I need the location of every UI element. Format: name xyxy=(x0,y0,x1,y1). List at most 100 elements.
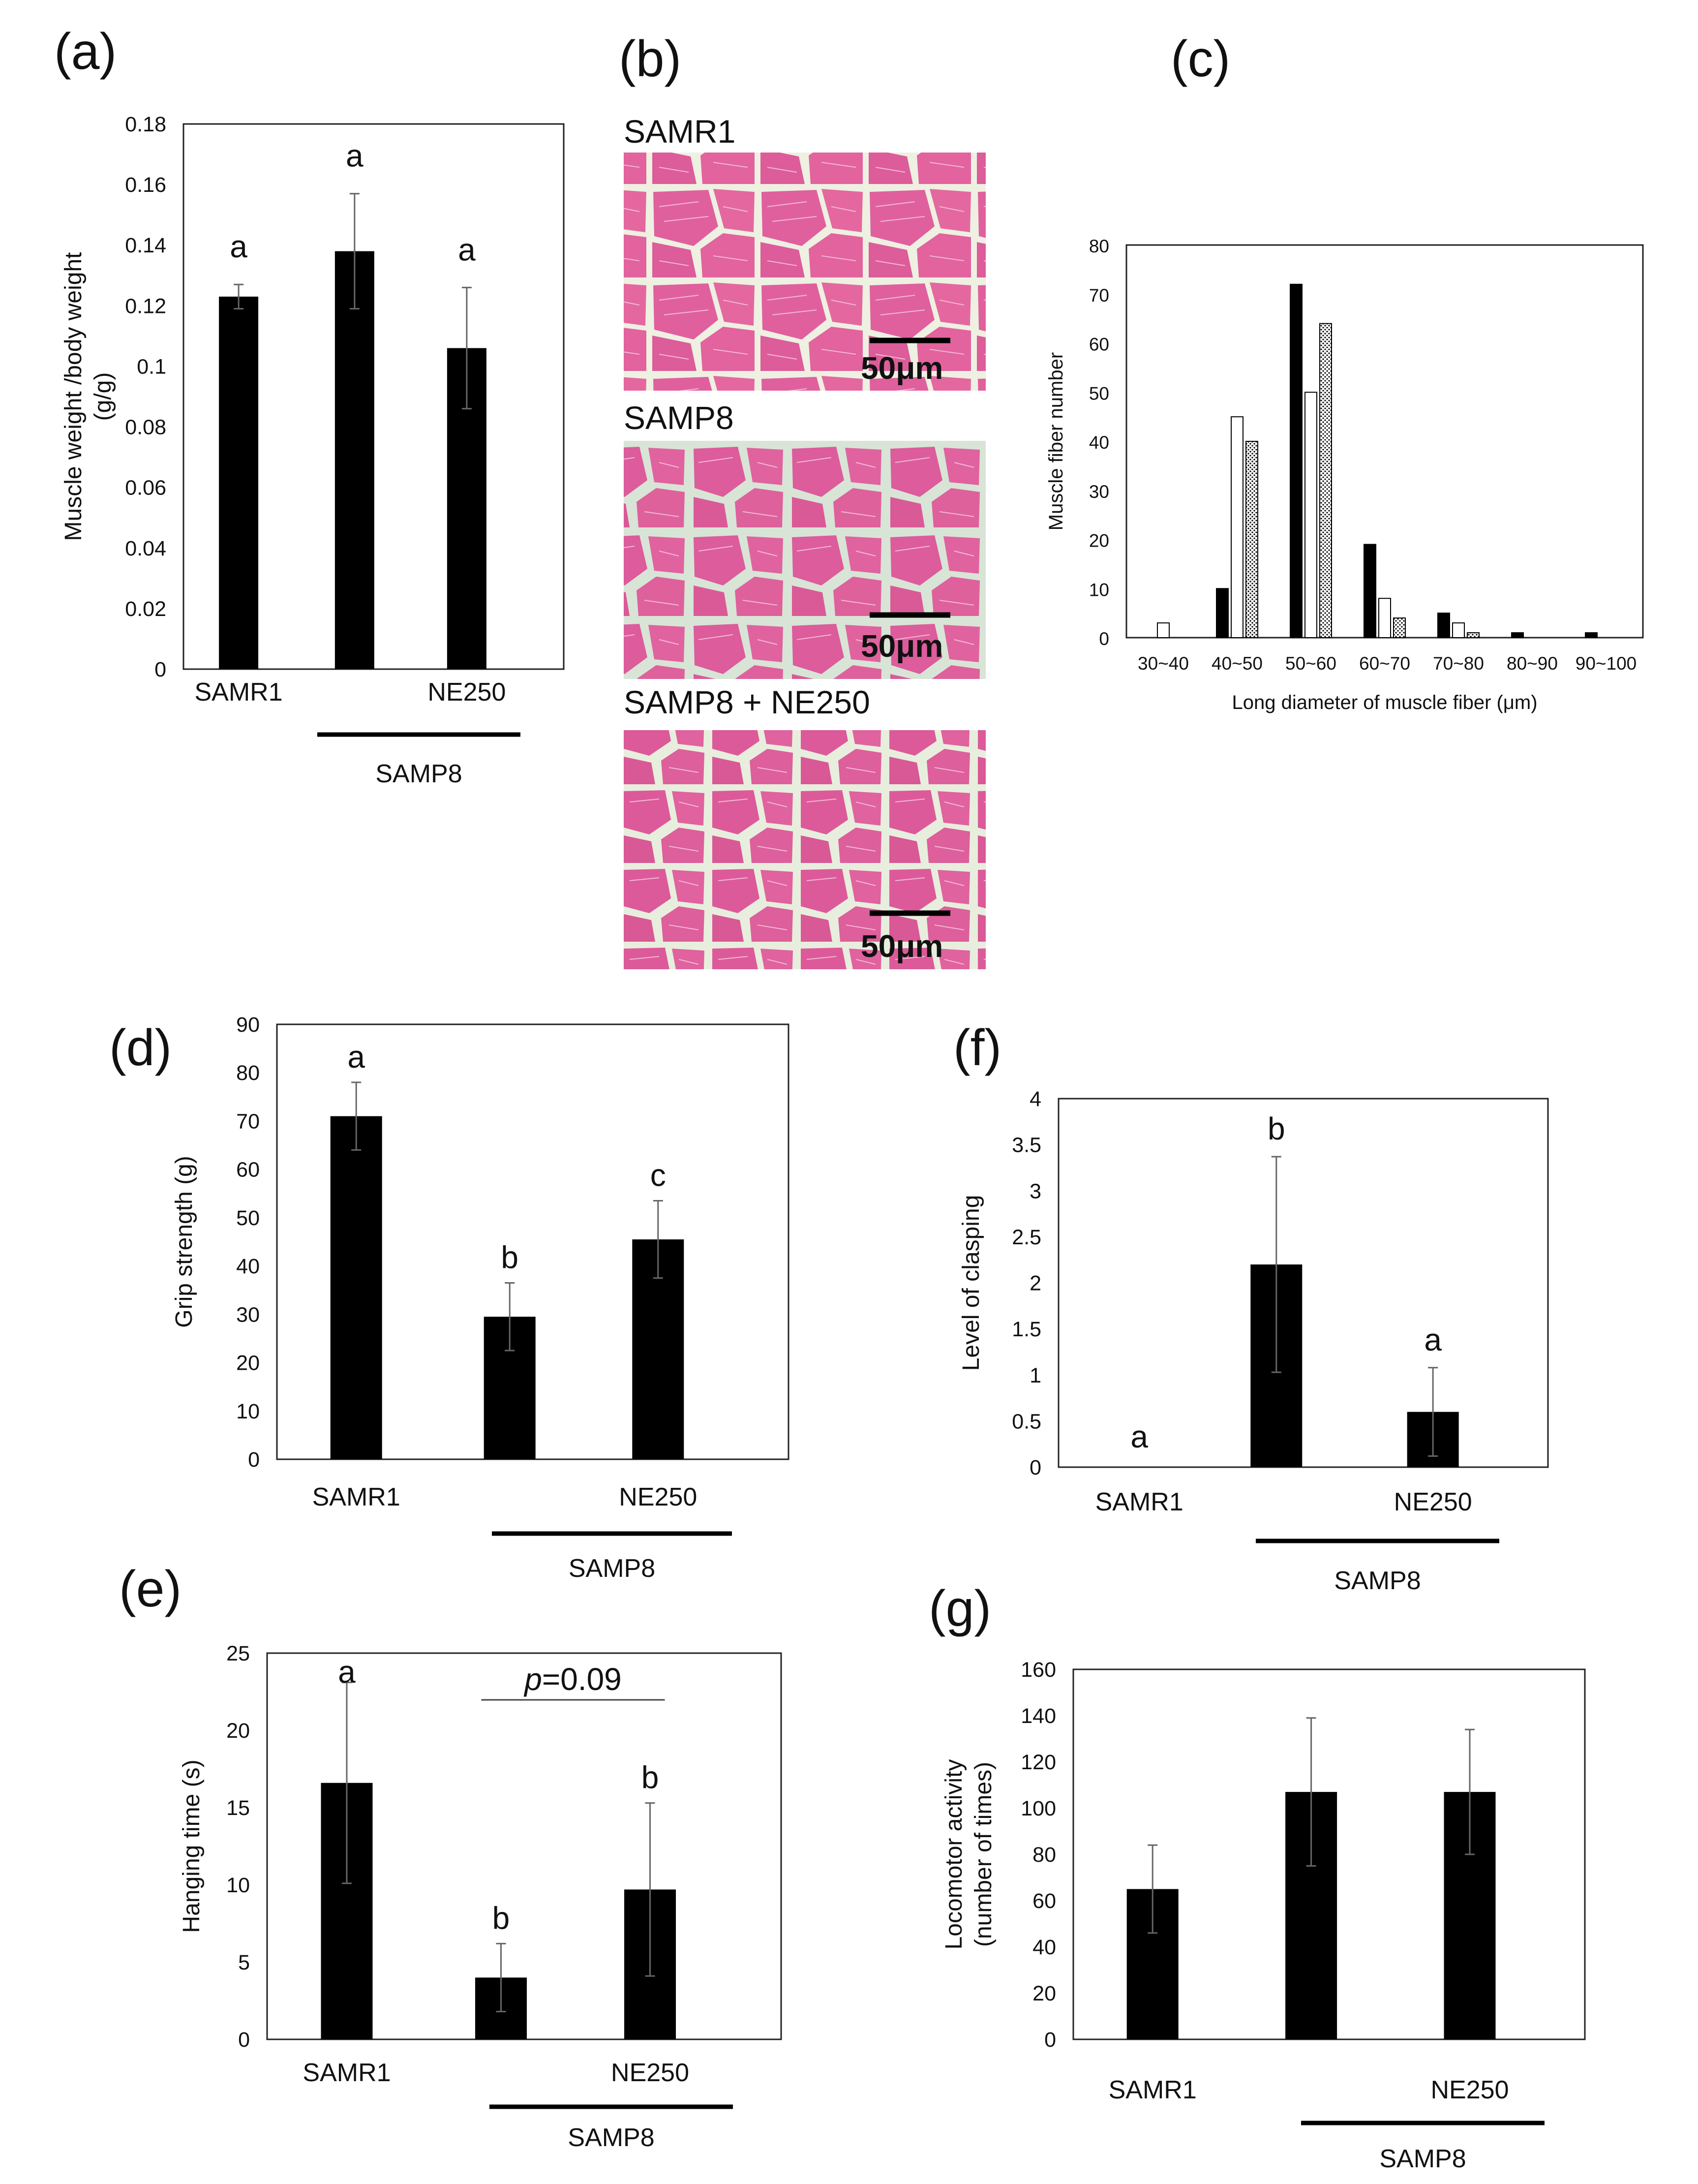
micrograph-label-samr1: SAMR1 xyxy=(624,113,735,150)
significance-letter: b xyxy=(641,1760,659,1795)
y-tick-label: 0 xyxy=(248,1448,260,1472)
significance-letter: a xyxy=(338,1654,356,1690)
bar-c-solid-4 xyxy=(1437,613,1450,638)
bar-c-dotted-3 xyxy=(1393,617,1406,638)
y-tick-label: 10 xyxy=(236,1400,260,1423)
y-tick-label: 20 xyxy=(236,1352,260,1375)
y-tick-label: 20 xyxy=(1089,531,1109,551)
y-tick-label: 10 xyxy=(1089,580,1109,600)
bar-c-dotted-2 xyxy=(1319,323,1332,638)
chart-c: 0 10 20 30 40 50 60 70 80 30~40 40~50 50~60 60~70 70~… xyxy=(1045,236,1644,713)
bar-c-solid-3 xyxy=(1364,544,1376,638)
significance-letter: c xyxy=(650,1158,666,1193)
chart-e: 0 5 10 15 20 25 a SAMR1 b b NE250 SAMP8 Hanging time… xyxy=(179,1642,782,2152)
significance-letter: a xyxy=(458,232,476,267)
group-label: SAMP8 xyxy=(568,2123,654,2152)
category-label: SAMR1 xyxy=(312,1483,400,1511)
y-tick-label: 2 xyxy=(1030,1272,1041,1295)
y-tick-label: 20 xyxy=(226,1719,250,1743)
x-tick-label: 90~100 xyxy=(1576,653,1637,674)
category-label: SAMR1 xyxy=(303,2059,391,2087)
y-tick-label: 0.06 xyxy=(125,476,166,500)
y-tick-label: 4 xyxy=(1030,1087,1041,1111)
micrograph-samp8 xyxy=(624,441,986,679)
category-label: NE250 xyxy=(427,678,506,707)
bar-c-open-3 xyxy=(1378,598,1391,638)
bar-c-open-0 xyxy=(1157,622,1170,638)
y-tick-label: 140 xyxy=(1021,1704,1056,1728)
panel-label-f: (f) xyxy=(953,1019,1001,1077)
panel-label-d: (d) xyxy=(109,1019,172,1077)
y-tick-label: 1.5 xyxy=(1012,1318,1041,1341)
y-tick-label: 80 xyxy=(1032,1843,1056,1867)
category-label: NE250 xyxy=(619,1483,697,1511)
y-tick-label: 5 xyxy=(238,1951,250,1974)
significance-letter: b xyxy=(501,1239,518,1275)
chart-f: 0 0.5 1 1.5 2 2.5 3 3.5 4 a SAMR1 b a NE250 SAMP8 Level… xyxy=(958,1087,1549,1595)
y-tick-label: 60 xyxy=(1032,1889,1056,1913)
panel-label-g: (g) xyxy=(929,1580,991,1637)
category-label: NE250 xyxy=(1431,2076,1509,2104)
y-axis-label: Muscle fiber number xyxy=(1045,352,1067,530)
y-tick-label: 0 xyxy=(1099,629,1109,649)
bar-c-solid-5 xyxy=(1511,632,1524,639)
y-axis-label: Hanging time (s) xyxy=(179,1759,205,1933)
bar-c-open-4 xyxy=(1452,622,1465,638)
y-tick-label: 70 xyxy=(1089,285,1109,306)
group-label: SAMP8 xyxy=(1334,1567,1421,1595)
y-tick-label: 0.04 xyxy=(125,537,166,560)
bar-c-open-2 xyxy=(1304,392,1317,638)
y-tick-label: 80 xyxy=(236,1061,260,1085)
x-tick-label: 40~50 xyxy=(1212,653,1263,674)
category-label: NE250 xyxy=(1394,1488,1472,1516)
bar-c-solid-1 xyxy=(1216,588,1229,638)
chart-d: 0 10 20 30 40 50 60 70 80 90 a SAMR1 b c NE250 SAMP8 Gri… xyxy=(171,1013,789,1583)
category-label: SAMR1 xyxy=(195,678,283,707)
bar-c-open-1 xyxy=(1231,416,1243,638)
y-axis-label: Locomotor activity (number of times) xyxy=(941,1759,997,1950)
y-tick-label: 60 xyxy=(236,1158,260,1182)
panel-label-a: (a) xyxy=(54,23,117,80)
scale-label-samp8: 50μm xyxy=(861,628,943,664)
significance-letter: a xyxy=(230,229,247,264)
significance-letter: b xyxy=(492,1900,510,1936)
y-tick-label: 100 xyxy=(1021,1797,1056,1820)
y-tick-label: 120 xyxy=(1021,1751,1056,1774)
significance-letter: a xyxy=(347,1039,365,1075)
panel-label-b: (b) xyxy=(619,31,681,88)
y-axis-label: Level of clasping xyxy=(958,1195,984,1371)
bar-c-solid-6 xyxy=(1585,632,1598,639)
y-tick-label: 15 xyxy=(226,1796,250,1820)
y-tick-label: 0.02 xyxy=(125,597,166,621)
y-tick-label: 30 xyxy=(236,1303,260,1326)
y-tick-label: 30 xyxy=(1089,482,1109,502)
bar-a-1 xyxy=(334,251,374,669)
y-tick-label: 3 xyxy=(1030,1179,1041,1203)
y-tick-label: 3.5 xyxy=(1012,1134,1041,1157)
micrograph-samr1 xyxy=(624,153,986,391)
bar-c-solid-2 xyxy=(1290,283,1303,638)
y-tick-label: 60 xyxy=(1089,335,1109,355)
significance-letter: a xyxy=(1424,1322,1442,1357)
y-axis-label: Muscle weight /body weight (g/g) xyxy=(61,252,116,541)
y-tick-label: 0.16 xyxy=(125,173,166,197)
x-tick-label: 30~40 xyxy=(1138,653,1189,674)
y-axis-label: Grip strength (g) xyxy=(171,1156,197,1327)
x-tick-label: 60~70 xyxy=(1359,653,1410,674)
y-tick-label: 0.5 xyxy=(1012,1410,1041,1433)
y-tick-label: 160 xyxy=(1021,1658,1056,1682)
group-label: SAMP8 xyxy=(1379,2145,1466,2173)
x-tick-label: 80~90 xyxy=(1507,653,1558,674)
y-tick-label: 80 xyxy=(1089,236,1109,256)
y-tick-label: 90 xyxy=(236,1013,260,1037)
p-value-annotation: p=0.09 xyxy=(523,1661,622,1697)
chart-g: 0 20 40 60 80 100 120 140 160 SAMR1 NE250 SAMP8 Loco… xyxy=(941,1658,1586,2173)
group-label: SAMP8 xyxy=(375,760,462,788)
bar-d-0 xyxy=(330,1116,382,1459)
significance-letter: b xyxy=(1268,1111,1285,1146)
category-label: SAMR1 xyxy=(1095,1488,1183,1516)
y-tick-label: 0.18 xyxy=(125,113,166,136)
y-tick-label: 20 xyxy=(1032,1982,1056,2005)
plot-area-c xyxy=(1125,244,1644,639)
